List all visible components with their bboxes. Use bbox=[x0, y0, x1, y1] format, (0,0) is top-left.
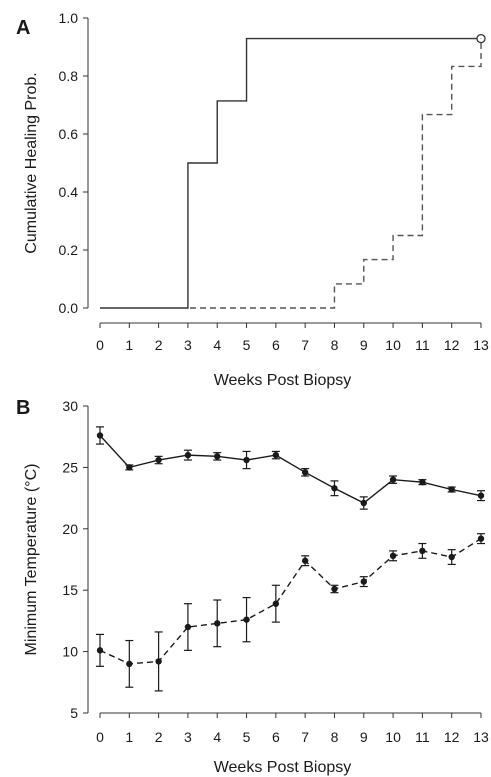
y-tick-label: 25 bbox=[62, 459, 78, 475]
x-tick-label: 8 bbox=[331, 337, 339, 353]
x-tick-label: 10 bbox=[385, 729, 401, 745]
x-tick-label: 13 bbox=[473, 337, 489, 353]
series-2-point bbox=[360, 578, 367, 585]
y-axis-title: Minimum Temperature (°C) bbox=[23, 464, 40, 656]
y-tick-label: 1.0 bbox=[59, 10, 79, 26]
x-axis-title: Weeks Post Biopsy bbox=[214, 759, 352, 776]
x-tick-label: 9 bbox=[360, 337, 368, 353]
chart-panel-a: A0.00.20.40.60.81.00 1 2 3 4 5 6 7 8 9 10 11 12 13Wee… bbox=[16, 10, 489, 389]
series-1-point bbox=[126, 464, 133, 471]
x-tick-label: 11 bbox=[415, 729, 430, 745]
series-2-point bbox=[301, 557, 309, 564]
x-tick-label: 12 bbox=[444, 337, 460, 353]
series-1-line bbox=[99, 434, 482, 504]
series-1-point bbox=[419, 478, 426, 486]
series-2-point bbox=[389, 552, 397, 560]
x-tick-label: 5 bbox=[243, 729, 251, 745]
series-1-line bbox=[100, 37, 481, 309]
x-tick-label: 6 bbox=[272, 729, 280, 745]
x-tick-label: 1 bbox=[125, 337, 133, 353]
y-axis-title: Cumulative Healing Prob. bbox=[23, 72, 40, 253]
series-2-point bbox=[126, 660, 133, 668]
y-tick-label: 30 bbox=[62, 398, 78, 414]
y-tick-label: 0.4 bbox=[59, 184, 79, 200]
panel-label: B bbox=[16, 397, 30, 419]
series-1-point bbox=[477, 492, 485, 499]
y-tick-label: 10 bbox=[62, 644, 78, 660]
series-2-point bbox=[477, 535, 485, 542]
series-2-point bbox=[419, 547, 426, 555]
series-1-point bbox=[214, 453, 221, 460]
x-tick-label: 13 bbox=[473, 729, 489, 745]
y-tick-label: 0.0 bbox=[59, 300, 79, 316]
x-tick-label: 7 bbox=[301, 337, 309, 353]
x-tick-label: 2 bbox=[155, 337, 163, 353]
x-tick-label: 10 bbox=[385, 337, 401, 353]
x-tick-label: 0 bbox=[96, 337, 104, 353]
y-tick-label: 0.6 bbox=[59, 126, 79, 142]
series-1-point bbox=[389, 476, 397, 483]
x-tick-label: 8 bbox=[331, 729, 339, 745]
x-tick-label: 12 bbox=[444, 729, 460, 745]
x-tick-label: 9 bbox=[360, 729, 368, 745]
series-1-point bbox=[184, 451, 192, 459]
series-1-point bbox=[155, 456, 162, 464]
x-tick-label: 11 bbox=[415, 337, 430, 353]
y-tick-label: 0.2 bbox=[59, 242, 79, 258]
y-tick-label: 20 bbox=[62, 521, 78, 537]
x-tick-label: 3 bbox=[184, 729, 192, 745]
series-2-point bbox=[448, 553, 455, 561]
series-2-point bbox=[184, 623, 192, 631]
series-1-point bbox=[272, 451, 280, 459]
x-tick-label: 5 bbox=[243, 337, 251, 353]
series-1-point bbox=[331, 485, 338, 492]
series-2-point bbox=[214, 620, 221, 627]
x-axis-title: Weeks Post Biopsy bbox=[214, 372, 352, 389]
panel-label: A bbox=[16, 17, 30, 39]
x-tick-label: 2 bbox=[155, 729, 163, 745]
x-tick-label: 4 bbox=[213, 337, 221, 353]
series-2-point bbox=[243, 616, 250, 623]
series-2-line bbox=[99, 538, 482, 665]
series-1-point bbox=[301, 469, 309, 476]
series-2-point bbox=[155, 658, 162, 665]
y-tick-label: 0.8 bbox=[59, 68, 79, 84]
series-2-line bbox=[100, 38, 482, 309]
series-1-point bbox=[360, 499, 367, 507]
series-2-point bbox=[272, 600, 280, 607]
x-tick-label: 6 bbox=[272, 337, 280, 353]
series-1-point bbox=[243, 456, 250, 464]
y-tick-label: 15 bbox=[62, 582, 78, 598]
series-2-point bbox=[331, 585, 338, 593]
series-2-point bbox=[96, 647, 104, 654]
series-1-point bbox=[96, 432, 104, 439]
x-tick-label: 4 bbox=[213, 729, 221, 745]
x-tick-label: 3 bbox=[184, 337, 192, 353]
y-tick-label: 5 bbox=[70, 705, 78, 721]
series-1-point bbox=[448, 486, 455, 493]
x-tick-label: 7 bbox=[301, 729, 309, 745]
x-tick-label: 1 bbox=[125, 729, 133, 745]
x-tick-label: 0 bbox=[96, 729, 104, 745]
